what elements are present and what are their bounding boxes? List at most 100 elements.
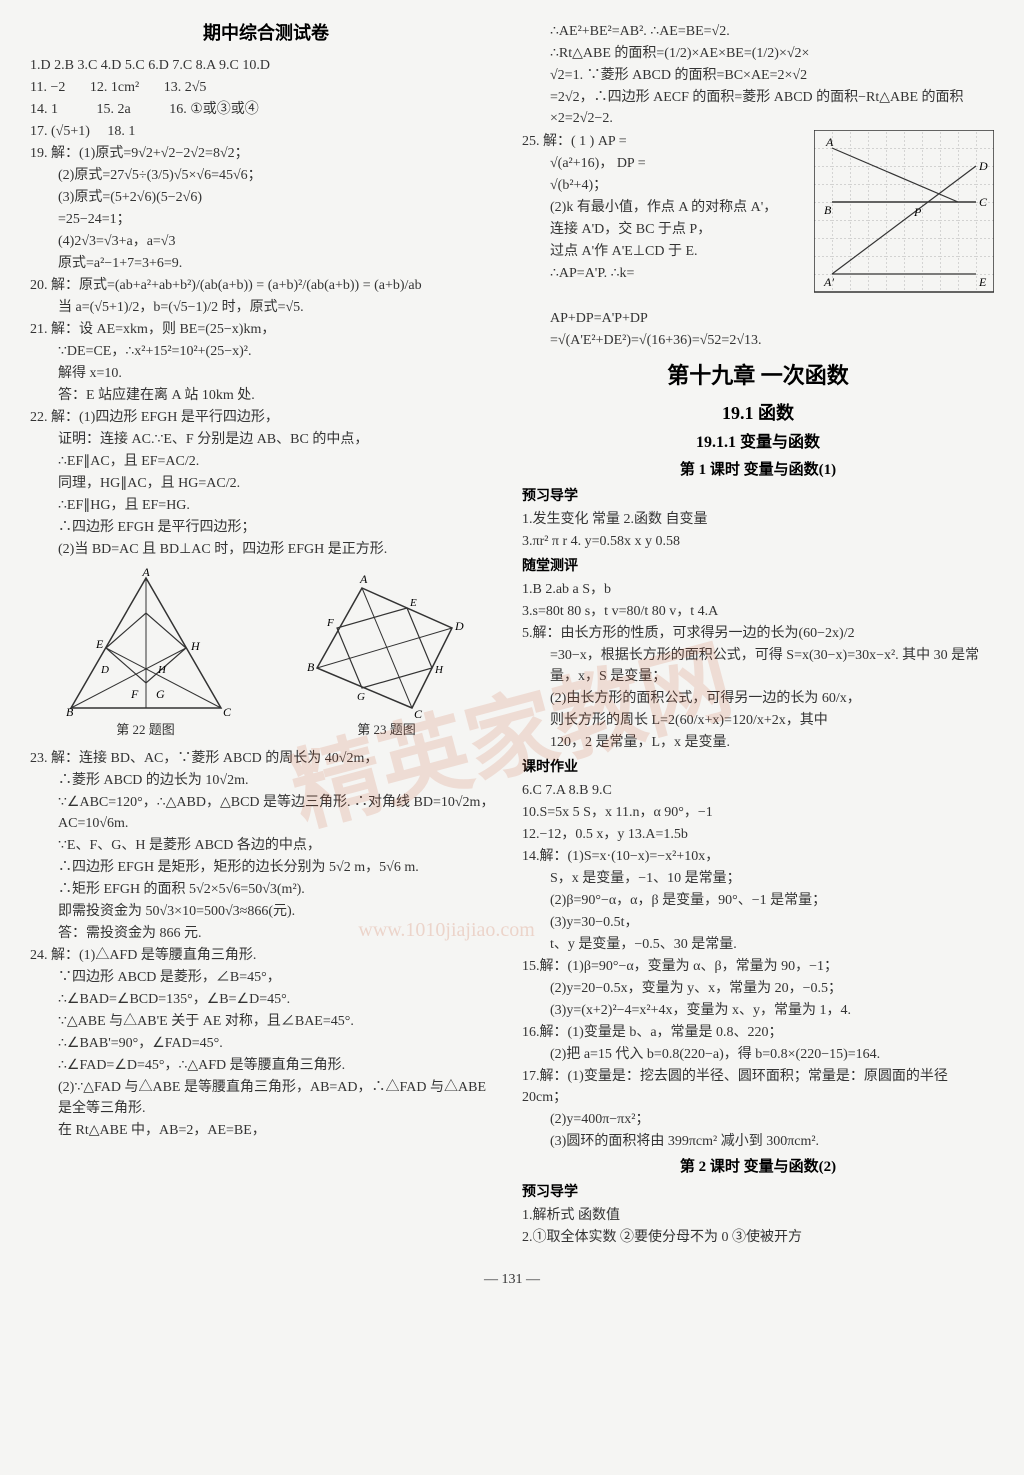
h16: 16.解：(1)变量是 b、a，常量是 0.8、220； [522, 1022, 994, 1043]
q19-4: (4)2√3=√3+a，a=√3 [30, 231, 502, 252]
h15: 15.解：(1)β=90°−α，变量为 α、β，常量为 90，−1； [522, 956, 994, 977]
a14: 14. 1 [30, 102, 58, 117]
h15c: (3)y=(x+2)²−4=x²+4x，变量为 x、y，常量为 1，4. [522, 1000, 994, 1021]
c5e: 120，2 是常量，L，x 是变量. [522, 732, 994, 753]
pp2: 2.①取全体实数 ②要使分母不为 0 ③使被开方 [522, 1227, 994, 1248]
q25h: AP+DP=A'P+DP [522, 308, 994, 329]
svg-text:B: B [824, 203, 832, 217]
svg-text:A: A [141, 568, 150, 579]
q25i: =√(A'E²+DE²)=√(16+36)=√52=2√13. [522, 330, 994, 351]
q19-3: (3)原式=(5+2√6)(5−2√6) [30, 187, 502, 208]
preview-label: 预习导学 [522, 486, 994, 507]
q25f: 过点 A'作 A'E⊥CD 于 E. [522, 241, 806, 262]
svg-text:C: C [979, 195, 988, 209]
q25c: √(b²+4)； [522, 175, 806, 196]
svg-text:C: C [223, 705, 231, 718]
q24d: ∵△ABE 与△AB'E 关于 AE 对称，且∠BAE=45°. [30, 1011, 502, 1032]
svg-text:F: F [130, 687, 139, 701]
q21d: 答：E 站应建在离 A 站 10km 处. [30, 385, 502, 406]
q22c: ∴EF∥AC，且 EF=AC/2. [30, 451, 502, 472]
right-column: ∴AE²+BE²=AB². ∴AE=BE=√2. ∴Rt△ABE 的面积=(1/… [522, 20, 994, 1249]
q24c: ∴∠BAD=∠BCD=135°，∠B=∠D=45°. [30, 989, 502, 1010]
h16b: (2)把 a=15 代入 b=0.8(220−a)，得 b=0.8×(220−1… [522, 1044, 994, 1065]
svg-text:C: C [414, 707, 423, 718]
q25g: ∴AP=A'P. ∴k= [522, 263, 806, 284]
svg-text:G: G [156, 687, 165, 701]
q25e: 连接 A'D，交 BC 于点 P， [522, 219, 806, 240]
q19-3b: =25−24=1； [30, 209, 502, 230]
q23g: 即需投资金为 50√3×10=500√3≈866(元). [30, 901, 502, 922]
q24g: (2)∵△FAD 与△ABE 是等腰直角三角形，AB=AD，∴△FAD 与△AB… [30, 1077, 502, 1119]
a13: 13. 2√5 [164, 80, 207, 95]
answers-row3: 14. 1 15. 2a 16. ①或③或④ [30, 99, 502, 120]
class-label: 随堂测评 [522, 556, 994, 577]
fig22-caption: 第 22 题图 [61, 720, 231, 740]
q23: 23. 解：连接 BD、AC，∵菱形 ABCD 的周长为 40√2m， [30, 748, 502, 769]
svg-text:F: F [326, 617, 334, 629]
q23b: ∴菱形 ABCD 的边长为 10√2m. [30, 770, 502, 791]
q20b: 当 a=(√5+1)/2，b=(√5−1)/2 时，原式=√5. [30, 297, 502, 318]
c3: 3.s=80t 80 s，t v=80/t 80 v，t 4.A [522, 601, 994, 622]
h14e: t、y 是变量，−0.5、30 是常量. [522, 934, 994, 955]
r2: ∴Rt△ABE 的面积=(1/2)×AE×BE=(1/2)×√2× [522, 43, 994, 64]
svg-text:E: E [978, 275, 987, 289]
r1: ∴AE²+BE²=AB². ∴AE=BE=√2. [522, 21, 994, 42]
q24b: ∵四边形 ABCD 是菱形，∠B=45°， [30, 967, 502, 988]
svg-text:B: B [307, 660, 315, 674]
hw-label: 课时作业 [522, 757, 994, 778]
q25: 25. 解：( 1 ) AP = [522, 131, 806, 152]
q22: 22. 解：(1)四边形 EFGH 是平行四边形， [30, 407, 502, 428]
q22g: (2)当 BD=AC 且 BD⊥AC 时，四边形 EFGH 是正方形. [30, 539, 502, 560]
q19-4b: 原式=a²−1+7=3+6=9. [30, 253, 502, 274]
svg-text:E: E [409, 597, 417, 609]
q25d: (2)k 有最小值，作点 A 的对称点 A'， [522, 197, 806, 218]
h17c: (3)圆环的面积将由 399πcm² 减小到 300πcm². [522, 1131, 994, 1152]
a17: 17. (√5+1) [30, 124, 90, 139]
h17: 17.解：(1)变量是：挖去圆的半径、圆环面积；常量是：原圆面的半径 20cm； [522, 1066, 994, 1108]
h14: 14.解：(1)S=x·(10−x)=−x²+10x， [522, 846, 994, 867]
lesson1-title: 第 1 课时 变量与函数(1) [522, 459, 994, 482]
svg-text:B: B [66, 705, 74, 718]
pp1: 1.解析式 函数值 [522, 1205, 994, 1226]
midterm-title: 期中综合测试卷 [30, 20, 502, 47]
q23c: ∵∠ABC=120°，∴△ABD，△BCD 是等边三角形. ∴对角线 BD=10… [30, 792, 502, 834]
q21: 21. 解：设 AE=xkm，则 BE=(25−x)km， [30, 319, 502, 340]
svg-text:H: H [157, 664, 167, 676]
figure-23-svg: A D C B E H G F [302, 568, 472, 718]
a12: 12. 1cm² [90, 80, 139, 95]
q22e: ∴EF∥HG，且 EF=HG. [30, 495, 502, 516]
q21c: 解得 x=10. [30, 363, 502, 384]
svg-text:G: G [357, 691, 365, 703]
a11: 11. −2 [30, 80, 65, 95]
svg-text:D: D [454, 619, 464, 633]
q21b: ∵DE=CE，∴x²+15²=10²+(25−x)². [30, 341, 502, 362]
p3: 3.πr² π r 4. y=0.58x x y 0.58 [522, 531, 994, 552]
q19-2: (2)原式=27√5÷(3/5)√5×√6=45√6； [30, 165, 502, 186]
q23e: ∴四边形 EFGH 是矩形，矩形的边长分别为 5√2 m，5√6 m. [30, 857, 502, 878]
answers-1-10: 1.D 2.B 3.C 4.D 5.C 6.D 7.C 8.A 9.C 10.D [30, 55, 502, 76]
q23h: 答：需投资金为 866 元. [30, 923, 502, 944]
q20: 20. 解：原式=(ab+a²+ab+b²)/(ab(a+b)) = (a+b)… [30, 275, 502, 296]
h14b: S，x 是变量，−1、10 是常量； [522, 868, 994, 889]
r3: √2=1. ∵菱形 ABCD 的面积=BC×AE=2×√2 [522, 65, 994, 86]
q23d: ∵E、F、G、H 是菱形 ABCD 各边的中点， [30, 835, 502, 856]
fig23-caption: 第 23 题图 [302, 720, 472, 740]
svg-text:A: A [359, 572, 368, 586]
p1: 1.发生变化 常量 2.函数 自变量 [522, 509, 994, 530]
left-column: 期中综合测试卷 1.D 2.B 3.C 4.D 5.C 6.D 7.C 8.A … [30, 20, 502, 1249]
q25b: √(a²+16)， DP = [522, 153, 806, 174]
q24f: ∴∠FAD=∠D=45°，∴△AFD 是等腰直角三角形. [30, 1055, 502, 1076]
h6: 6.C 7.A 8.B 9.C [522, 780, 994, 801]
svg-text:D: D [100, 664, 109, 676]
q23f: ∴矩形 EFGH 的面积 5√2×5√6=50√3(m²). [30, 879, 502, 900]
r4: =2√2，∴四边形 AECF 的面积=菱形 ABCD 的面积−Rt△ABE 的面… [522, 87, 994, 129]
svg-text:D: D [978, 159, 988, 173]
preview2-label: 预习导学 [522, 1182, 994, 1203]
figure-22-svg: A B C E H F G D H [61, 568, 231, 718]
c5: 5.解：由长方形的性质，可求得另一边的长为(60−2x)/2 [522, 623, 994, 644]
h15b: (2)y=20−0.5x，变量为 y、x，常量为 20，−0.5； [522, 978, 994, 999]
q22d: 同理，HG∥AC，且 HG=AC/2. [30, 473, 502, 494]
c5c: (2)由长方形的面积公式，可得另一边的长为 60/x， [522, 688, 994, 709]
a16: 16. ①或③或④ [169, 102, 259, 117]
a15: 15. 2a [97, 102, 131, 117]
